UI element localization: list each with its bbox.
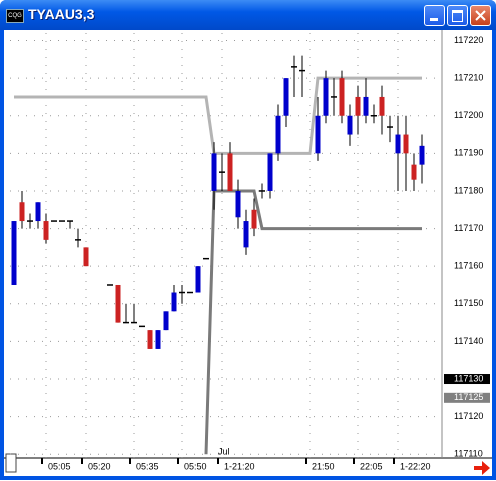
y-tick-label: 117200 <box>454 110 483 120</box>
candle-body <box>403 134 409 154</box>
candle-body <box>267 153 273 191</box>
x-tick-label: 1-21:20 <box>224 461 255 471</box>
y-tick-label: 117120 <box>454 411 483 421</box>
x-tick-label: 22:05 <box>360 461 383 471</box>
scroll-box[interactable] <box>5 453 17 473</box>
window-title: TYAAU3,3 <box>28 6 95 22</box>
y-tick-label: 117110 <box>454 449 483 459</box>
app-icon: CQG <box>6 9 24 23</box>
y-tick-label: 117140 <box>454 336 483 346</box>
x-tick-label: 1-22:20 <box>400 461 431 471</box>
candle-body <box>395 134 401 154</box>
x-tick-label: 21:50 <box>312 461 335 471</box>
x-tick-label: 05:20 <box>88 461 111 471</box>
price-marker-label: 117125 <box>454 392 483 402</box>
y-tick-label: 117180 <box>454 185 483 195</box>
indicator-line <box>14 76 422 155</box>
candle-body <box>83 247 89 267</box>
candle-body <box>155 330 161 349</box>
candle-body <box>251 209 257 229</box>
candle-body <box>411 164 417 180</box>
candle-body <box>275 115 281 154</box>
candle-body <box>243 221 249 248</box>
title-bar: CQG TYAAU3,3 <box>0 0 496 30</box>
candle-body <box>147 330 153 349</box>
x-tick-label: 05:50 <box>184 461 207 471</box>
x-tick-label: 05:35 <box>136 461 159 471</box>
y-tick-label: 117210 <box>454 73 483 83</box>
candle-body <box>19 202 25 222</box>
candle-body <box>363 96 369 116</box>
minimize-button[interactable] <box>424 5 445 26</box>
candle-body <box>11 221 17 285</box>
candle-body <box>419 145 425 165</box>
candle-body <box>227 153 233 191</box>
candle-body <box>235 190 241 218</box>
y-tick-label: 117170 <box>454 223 483 233</box>
candle-body <box>347 115 353 135</box>
price-marker <box>444 374 490 385</box>
candle-body <box>195 266 201 293</box>
price-marker <box>444 392 490 403</box>
y-tick-label: 117160 <box>454 261 483 271</box>
y-tick-label: 117150 <box>454 298 483 308</box>
price-marker-label: 117130 <box>454 373 483 383</box>
close-button[interactable] <box>470 5 491 26</box>
candle-body <box>283 78 289 116</box>
candle-body <box>211 153 217 191</box>
annotation: Jul <box>218 446 230 456</box>
close-icon <box>475 10 486 21</box>
maximize-button[interactable] <box>447 5 468 26</box>
scroll-arrow[interactable] <box>474 461 490 475</box>
y-tick-label: 117220 <box>454 35 483 45</box>
candle-body <box>323 78 329 116</box>
candle-body <box>35 202 41 222</box>
chart-area: 117110 117120 117130 117140 117150 117160 1171… <box>4 30 492 476</box>
chart: 117110 117120 117130 117140 117150 117160 1171… <box>4 30 492 476</box>
candle-body <box>379 96 385 116</box>
indicator-line <box>204 189 422 455</box>
candle-body <box>43 221 49 240</box>
candle-body <box>163 311 169 331</box>
candle-body <box>355 96 361 116</box>
x-tick-label: 05:05 <box>48 461 71 471</box>
candle-body <box>339 78 345 116</box>
candle-body <box>115 284 121 323</box>
candle-body <box>171 292 177 312</box>
y-tick-label: 117190 <box>454 148 483 158</box>
candle-body <box>315 115 321 154</box>
